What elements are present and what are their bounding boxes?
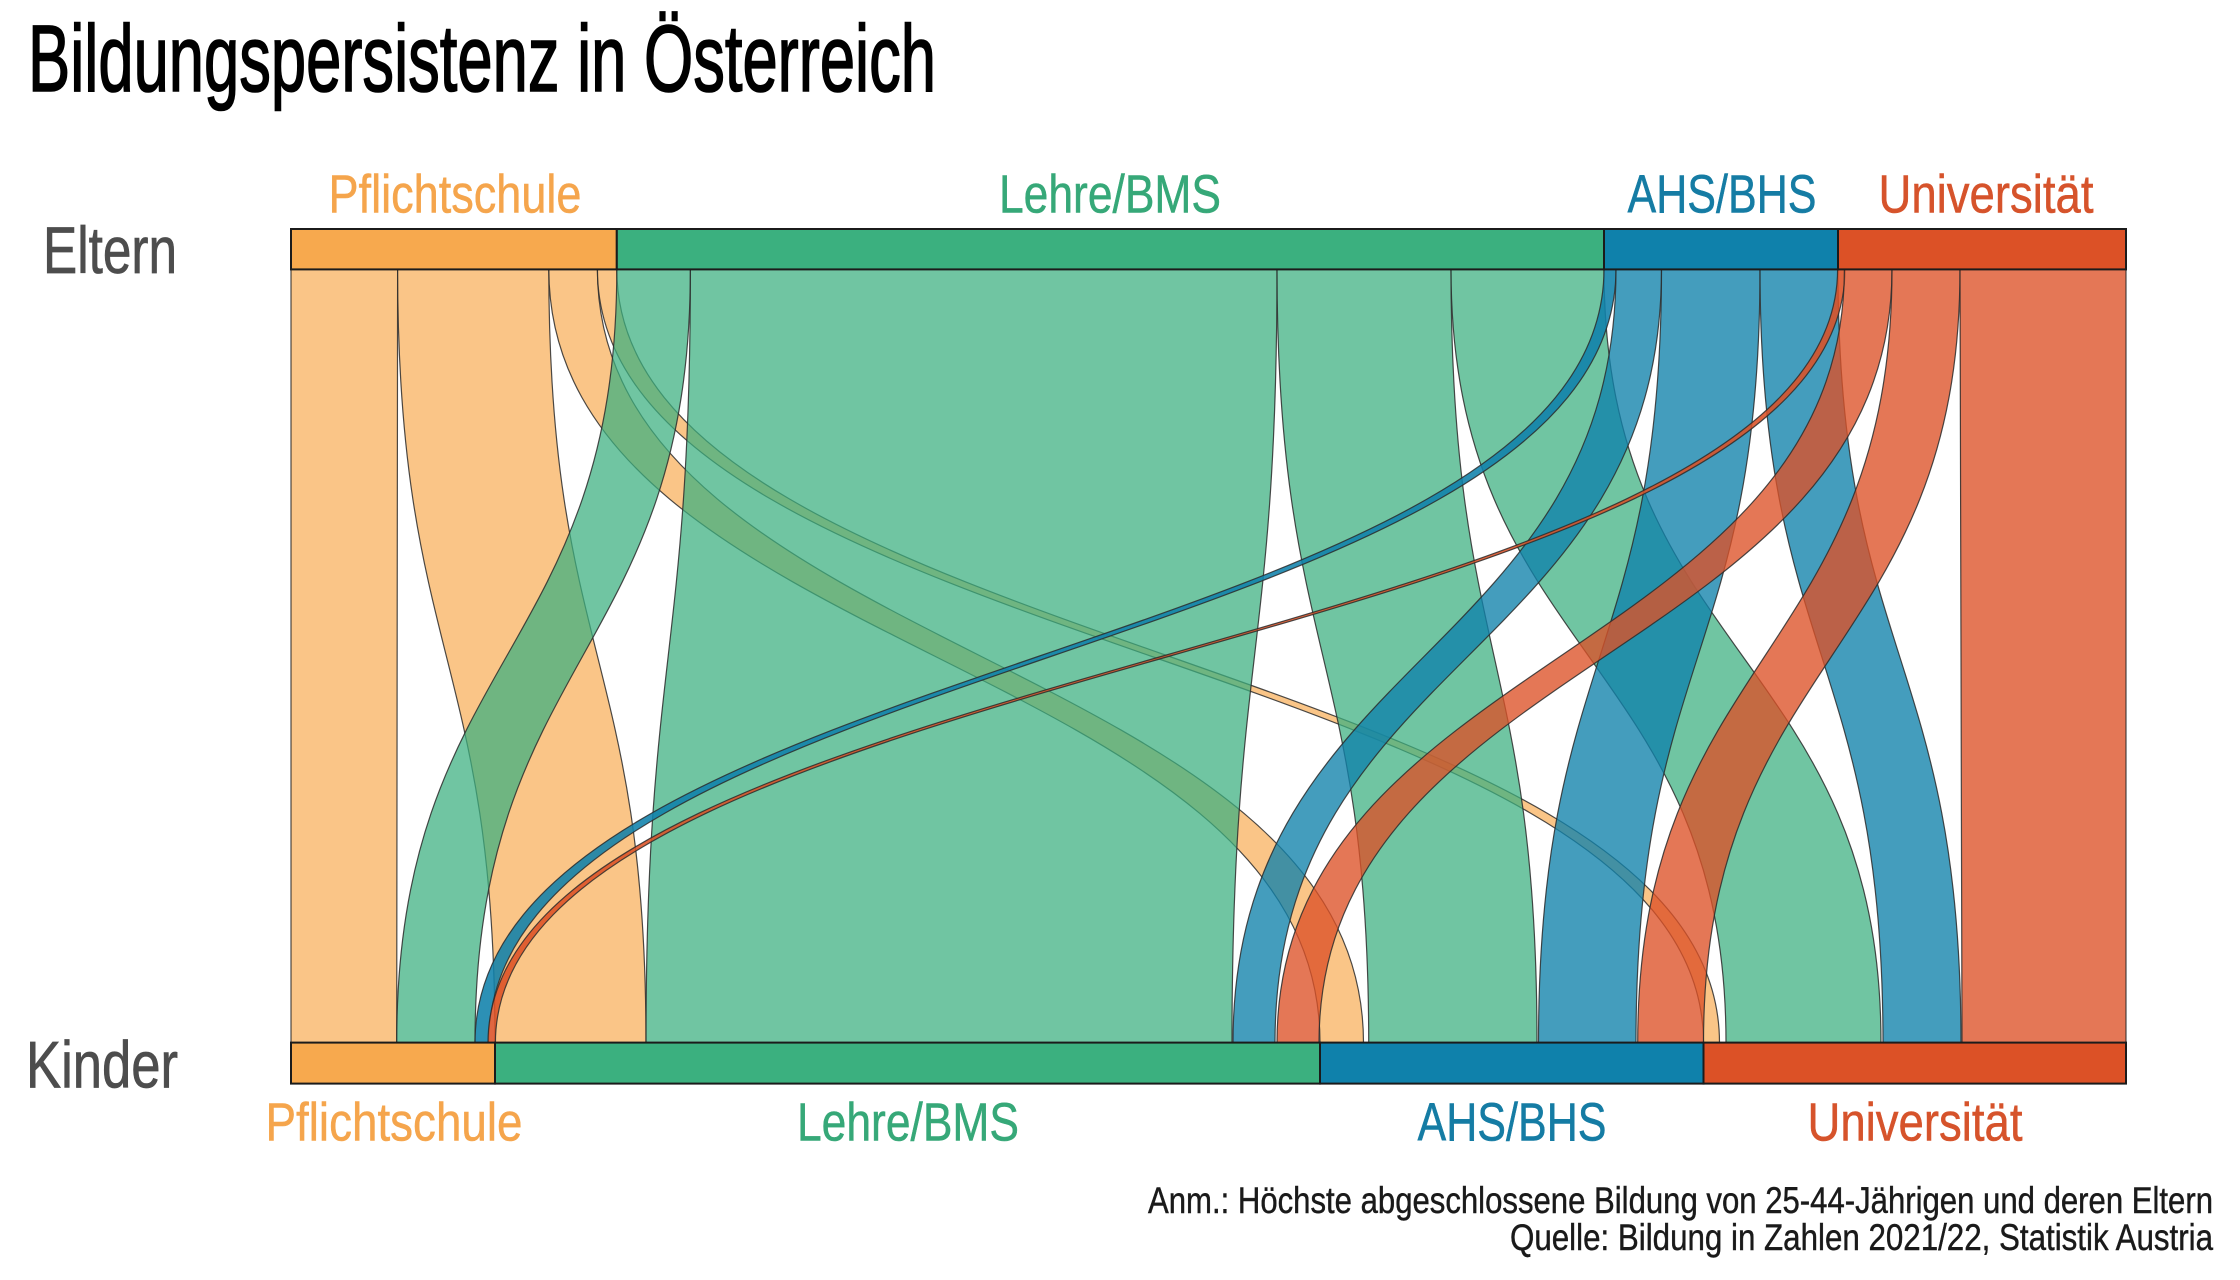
svg-text:Anm.: Höchste abgeschlossene B: Anm.: Höchste abgeschlossene Bildung von… [1148, 1179, 2213, 1221]
svg-text:Eltern: Eltern [43, 213, 177, 287]
svg-text:Bildungspersistenz in Österrei: Bildungspersistenz in Österreich [28, 6, 936, 112]
svg-text:Pflichtschule: Pflichtschule [329, 165, 582, 224]
svg-text:Universität: Universität [1879, 165, 2094, 224]
svg-text:Pflichtschule: Pflichtschule [266, 1093, 523, 1152]
svg-text:Lehre/BMS: Lehre/BMS [797, 1093, 1019, 1152]
svg-text:Lehre/BMS: Lehre/BMS [999, 165, 1221, 224]
svg-text:Quelle: Bildung in Zahlen 2021: Quelle: Bildung in Zahlen 2021/22, Stati… [1510, 1216, 2213, 1258]
svg-text:AHS/BHS: AHS/BHS [1628, 165, 1817, 224]
svg-text:Universität: Universität [1808, 1093, 2023, 1152]
svg-text:AHS/BHS: AHS/BHS [1418, 1093, 1607, 1152]
svg-text:Kinder: Kinder [26, 1028, 178, 1102]
